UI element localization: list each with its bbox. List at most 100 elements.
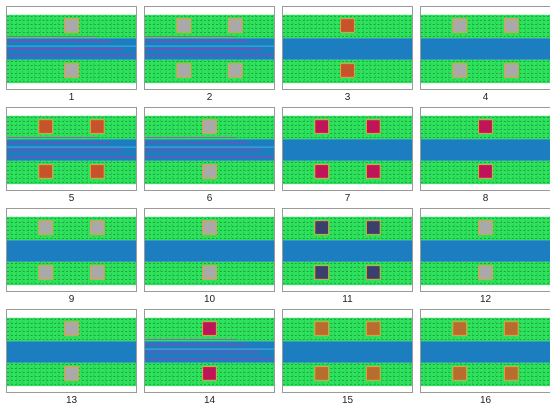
channel-render [145,216,274,286]
panel-image [6,107,137,191]
pad-square [503,366,519,381]
panel-image [282,6,413,90]
pad-square [452,321,468,336]
channel-render [421,14,550,84]
pad-square [176,63,192,78]
pad-square [202,265,217,280]
figure-panel: 15 [282,309,413,407]
pad-square [227,63,243,78]
upper-green-band [283,317,412,342]
blue-channel [421,139,550,161]
pad-square [176,18,192,33]
lower-green-band [421,59,550,84]
pad-square [64,321,79,336]
panel-label: 14 [203,395,216,406]
channel-render [421,216,550,286]
blue-channel [7,240,136,262]
pad-square [365,321,381,336]
panel-label: 16 [479,395,492,406]
panel-image [420,208,550,292]
panel-image [420,107,550,191]
panel-image [420,6,550,90]
figure-panel: 5 [6,107,137,205]
channel-render [283,216,412,286]
panel-label: 6 [206,193,213,204]
pad-square [38,220,54,235]
channel-render [421,115,550,185]
pad-square [227,18,243,33]
panel-image [144,309,275,393]
channel-render [421,317,550,387]
lower-green-band [7,160,136,185]
pad-square [478,220,493,235]
pad-square [89,220,105,235]
channel-render [283,115,412,185]
blue-channel [283,38,412,60]
pad-square [365,265,381,280]
blue-channel [421,240,550,262]
channel-render [145,317,274,387]
pad-square [64,18,79,33]
panel-label: 2 [206,92,213,103]
pad-square [503,321,519,336]
blue-channel [421,341,550,363]
blue-channel [283,341,412,363]
panel-label: 15 [341,395,354,406]
channel-render [7,216,136,286]
upper-green-band [421,317,550,342]
pad-square [202,220,217,235]
lower-green-band [283,362,412,387]
figure-panel: 1 [6,6,137,104]
panel-image [282,309,413,393]
pad-square [478,164,493,179]
pad-square [202,164,217,179]
blue-channel [145,240,274,262]
panel-label: 3 [344,92,351,103]
figure-panel: 6 [144,107,275,205]
channel-render [7,115,136,185]
panel-label: 8 [482,193,489,204]
figure-panel: 4 [420,6,550,104]
lower-green-band [421,362,550,387]
panel-image [6,309,137,393]
pad-square [38,164,54,179]
panel-image [6,6,137,90]
lower-green-band [145,59,274,84]
channel-render [283,317,412,387]
upper-green-band [283,115,412,140]
blue-channel [283,139,412,161]
figure-panel: 10 [144,208,275,306]
panel-label: 12 [479,294,492,305]
blue-channel [7,341,136,363]
panel-label: 9 [68,294,75,305]
figure-panel: 14 [144,309,275,407]
blue-channel [421,38,550,60]
pad-square [202,321,217,336]
pad-square [340,63,355,78]
panel-label: 1 [68,92,75,103]
lower-green-band [283,160,412,185]
channel-render [283,14,412,84]
figure-panel: 11 [282,208,413,306]
blue-channel [283,240,412,262]
pad-square [452,18,468,33]
pad-square [365,220,381,235]
panel-image [144,107,275,191]
pad-square [365,366,381,381]
lower-green-band [7,261,136,286]
panel-image [144,6,275,90]
pad-square [202,119,217,134]
pad-square [202,366,217,381]
upper-green-band [283,216,412,241]
pad-square [64,366,79,381]
pad-square [64,63,79,78]
panel-image [144,208,275,292]
figure-panel: 7 [282,107,413,205]
pad-square [503,18,519,33]
pad-square [365,119,381,134]
panel-image [282,208,413,292]
lower-green-band [283,261,412,286]
pad-square [38,265,54,280]
upper-green-band [7,216,136,241]
pad-square [503,63,519,78]
